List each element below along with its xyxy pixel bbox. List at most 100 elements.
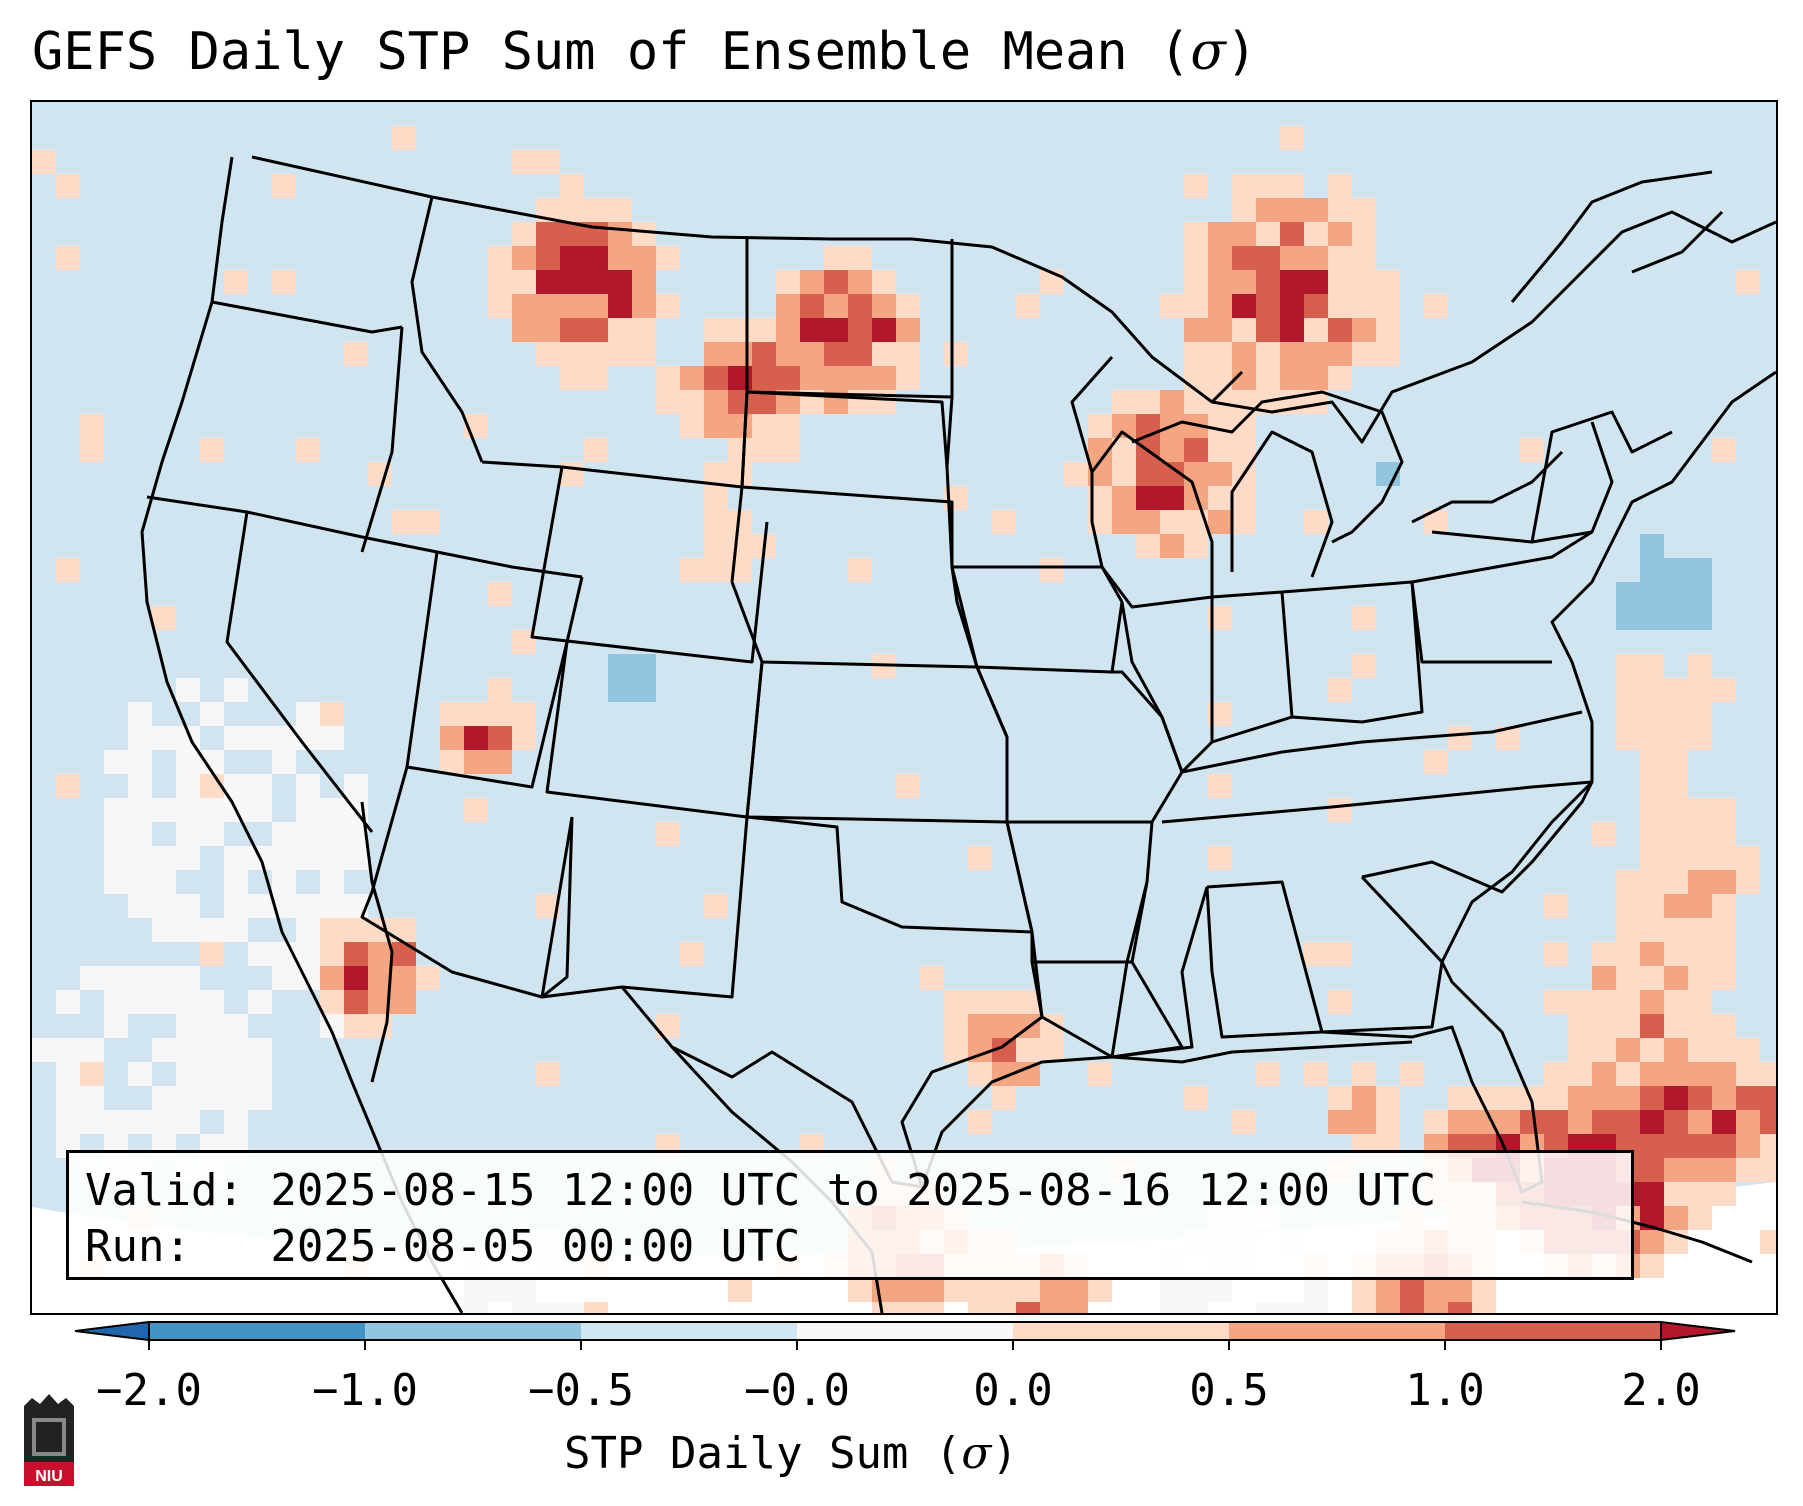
anomaly-cell: [1088, 1278, 1112, 1302]
anomaly-cell: [1712, 918, 1736, 942]
anomaly-cell: [1568, 1086, 1592, 1110]
anomaly-cell: [1208, 462, 1232, 486]
anomaly-cell: [1256, 198, 1280, 222]
anomaly-cell: [1256, 342, 1280, 366]
anomaly-cell: [1352, 1110, 1376, 1134]
anomaly-cell: [872, 366, 896, 390]
anomaly-cell: [128, 702, 152, 726]
anomaly-cell: [1280, 342, 1304, 366]
anomaly-cell: [560, 462, 584, 486]
anomaly-cell: [1664, 798, 1688, 822]
anomaly-cell: [1136, 390, 1160, 414]
anomaly-cell: [344, 846, 368, 870]
anomaly-cell: [200, 438, 224, 462]
anomaly-cell: [872, 270, 896, 294]
anomaly-cell: [1232, 198, 1256, 222]
anomaly-cell: [1352, 198, 1376, 222]
anomaly-cell: [1280, 1302, 1304, 1313]
anomaly-cell: [344, 990, 368, 1014]
anomaly-cell: [248, 1086, 272, 1110]
anomaly-cell: [1640, 846, 1664, 870]
anomaly-cell: [224, 894, 248, 918]
anomaly-cell: [944, 990, 968, 1014]
anomaly-cell: [1592, 966, 1616, 990]
anomaly-cell: [1400, 1062, 1424, 1086]
anomaly-cell: [1376, 318, 1400, 342]
anomaly-cell: [968, 1302, 992, 1313]
anomaly-cell: [464, 750, 488, 774]
anomaly-cell: [1592, 1014, 1616, 1038]
anomaly-cell: [1208, 414, 1232, 438]
anomaly-cell: [224, 918, 248, 942]
anomaly-cell: [488, 726, 512, 750]
anomaly-cell: [200, 942, 224, 966]
anomaly-cell: [680, 558, 704, 582]
anomaly-cell: [224, 1062, 248, 1086]
anomaly-cell: [1328, 942, 1352, 966]
anomaly-cell: [1136, 462, 1160, 486]
anomaly-cell: [728, 1278, 752, 1302]
colorbar-segment: [1229, 1322, 1446, 1340]
anomaly-cell: [176, 846, 200, 870]
anomaly-cell: [1376, 294, 1400, 318]
anomaly-cell: [1688, 990, 1712, 1014]
anomaly-cell: [1640, 822, 1664, 846]
anomaly-cell: [968, 846, 992, 870]
anomaly-cell: [872, 342, 896, 366]
anomaly-cell: [1664, 1158, 1688, 1182]
anomaly-cell: [1592, 822, 1616, 846]
anomaly-cell: [1280, 366, 1304, 390]
anomaly-cell: [1328, 1086, 1352, 1110]
anomaly-cell: [128, 822, 152, 846]
anomaly-cell: [1640, 702, 1664, 726]
anomaly-cell: [1208, 774, 1232, 798]
colorbar-tick-label: −2.0: [96, 1365, 202, 1416]
anomaly-cell: [1616, 582, 1640, 606]
anomaly-cell: [1640, 918, 1664, 942]
anomaly-cell: [992, 510, 1016, 534]
anomaly-cell: [1280, 198, 1304, 222]
anomaly-cell: [824, 342, 848, 366]
anomaly-cell: [1688, 558, 1712, 582]
anomaly-cell: [1616, 1062, 1640, 1086]
anomaly-cell: [1688, 726, 1712, 750]
anomaly-cell: [1616, 1038, 1640, 1062]
anomaly-cell: [992, 990, 1016, 1014]
anomaly-cell: [248, 942, 272, 966]
anomaly-cell: [992, 1014, 1016, 1038]
anomaly-cell: [320, 822, 344, 846]
anomaly-cell: [1640, 750, 1664, 774]
anomaly-cell: [1616, 606, 1640, 630]
anomaly-cell: [320, 870, 344, 894]
anomaly-cell: [1712, 942, 1736, 966]
anomaly-cell: [1640, 654, 1664, 678]
anomaly-cell: [752, 342, 776, 366]
anomaly-cell: [200, 822, 224, 846]
anomaly-cell: [608, 294, 632, 318]
anomaly-cell: [1592, 1038, 1616, 1062]
anomaly-cell: [704, 894, 728, 918]
anomaly-cell: [200, 1038, 224, 1062]
anomaly-cell: [344, 942, 368, 966]
anomaly-cell: [1304, 222, 1328, 246]
anomaly-cell: [1688, 798, 1712, 822]
anomaly-cell: [1232, 246, 1256, 270]
anomaly-cell: [704, 534, 728, 558]
anomaly-cell: [536, 1302, 560, 1313]
anomaly-cell: [1256, 1062, 1280, 1086]
anomaly-cell: [1712, 1062, 1736, 1086]
anomaly-cell: [1664, 942, 1688, 966]
anomaly-cell: [152, 1086, 176, 1110]
anomaly-cell: [1232, 1110, 1256, 1134]
anomaly-cell: [1232, 510, 1256, 534]
anomaly-cell: [1688, 654, 1712, 678]
anomaly-cell: [728, 438, 752, 462]
anomaly-cell: [1304, 510, 1328, 534]
anomaly-cell: [272, 966, 296, 990]
anomaly-cell: [512, 246, 536, 270]
anomaly-cell: [104, 750, 128, 774]
colorbar-extend-low: [74, 1320, 150, 1342]
anomaly-cell: [1592, 1086, 1616, 1110]
anomaly-cell: [1232, 222, 1256, 246]
anomaly-cell: [680, 414, 704, 438]
